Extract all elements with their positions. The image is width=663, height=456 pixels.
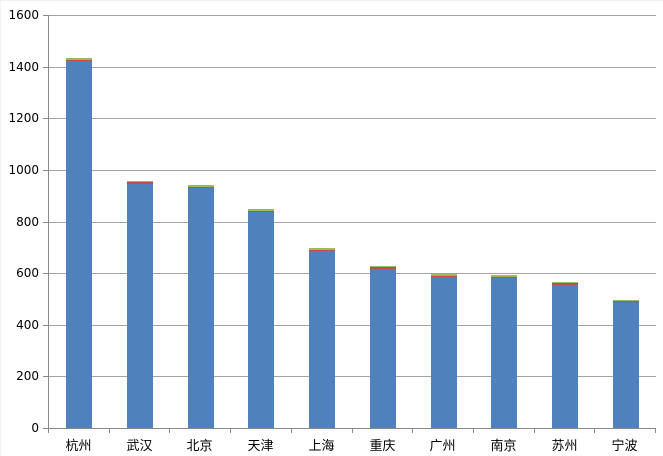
y-axis-tick-0: [43, 428, 48, 429]
y-axis-tick-600: [43, 273, 48, 275]
gridline-y-600: [49, 273, 656, 275]
bar-segment-天津-series-3-green[interactable]: [248, 209, 274, 211]
gridline-y-1000: [49, 169, 656, 171]
y-axis-tick-800: [43, 221, 48, 223]
y-tick-label-0: 0: [31, 421, 39, 435]
bar-segment-武汉-series-2-red[interactable]: [127, 182, 153, 184]
bar-segment-南京-series-1-blue[interactable]: [491, 278, 517, 428]
bar-segment-上海-series-3-green[interactable]: [309, 248, 335, 250]
bar-segment-宁波-series-2-red[interactable]: [613, 301, 639, 302]
bar-segment-北京-series-3-green[interactable]: [188, 185, 214, 187]
bar-segment-上海-series-1-blue[interactable]: [309, 251, 335, 428]
category-label-宁波: 宁波: [611, 439, 638, 454]
bar-南京[interactable]: [491, 275, 517, 428]
bar-segment-天津-series-1-blue[interactable]: [248, 212, 274, 428]
x-axis-tick-10: [655, 429, 656, 433]
bar-segment-宁波-series-1-blue[interactable]: [613, 302, 639, 428]
gridline-y-200: [49, 376, 656, 378]
plot-area: [48, 15, 656, 429]
bar-宁波[interactable]: [613, 300, 639, 428]
gridline-y-800: [49, 221, 656, 223]
x-axis-tick-1: [109, 429, 110, 433]
bar-segment-杭州-series-1-blue[interactable]: [66, 61, 92, 428]
y-tick-label-1400: 1400: [8, 59, 39, 74]
bar-segment-重庆-series-1-blue[interactable]: [370, 269, 396, 428]
bar-segment-广州-series-1-blue[interactable]: [431, 277, 457, 428]
gridline-y-1200: [49, 118, 656, 120]
y-axis-tick-400: [43, 324, 48, 326]
gridline-y-1400: [49, 66, 656, 68]
bar-segment-武汉-series-3-green[interactable]: [127, 181, 153, 182]
category-label-苏州: 苏州: [551, 439, 578, 454]
y-axis-tick-1200: [43, 118, 48, 120]
x-axis-tick-7: [473, 429, 474, 433]
y-tick-label-1200: 1200: [8, 111, 39, 126]
bar-segment-苏州-series-3-green[interactable]: [552, 282, 578, 283]
bar-segment-上海-series-2-red[interactable]: [309, 250, 335, 251]
bar-segment-南京-series-2-red[interactable]: [491, 277, 517, 278]
bar-杭州[interactable]: [66, 58, 92, 428]
y-tick-label-1600: 1600: [8, 8, 39, 22]
y-axis-tick-1400: [43, 66, 48, 68]
x-axis-tick-5: [352, 429, 353, 433]
category-label-重庆: 重庆: [369, 439, 396, 454]
bar-segment-天津-series-2-red[interactable]: [248, 211, 274, 212]
y-axis-tick-1000: [43, 169, 48, 171]
bar-segment-杭州-series-2-red[interactable]: [66, 60, 92, 61]
bar-segment-广州-series-3-green[interactable]: [431, 274, 457, 276]
category-label-南京: 南京: [490, 439, 517, 454]
bar-苏州[interactable]: [552, 282, 578, 428]
y-tick-label-200: 200: [16, 369, 39, 384]
x-axis-tick-2: [169, 429, 170, 433]
bar-武汉[interactable]: [127, 181, 153, 428]
x-axis-tick-6: [412, 429, 413, 433]
gridline-y-1600: [49, 15, 656, 16]
bar-segment-重庆-series-2-red[interactable]: [370, 267, 396, 269]
x-axis-tick-9: [594, 429, 595, 433]
gridline-y-400: [49, 324, 656, 326]
category-label-上海: 上海: [308, 439, 335, 454]
category-label-天津: 天津: [247, 439, 274, 454]
bar-segment-北京-series-1-blue[interactable]: [188, 188, 214, 428]
x-axis-tick-0: [48, 429, 49, 433]
category-label-杭州: 杭州: [65, 439, 92, 454]
bar-segment-广州-series-2-red[interactable]: [431, 276, 457, 277]
bar-segment-宁波-series-3-green[interactable]: [613, 300, 639, 301]
bar-天津[interactable]: [248, 209, 274, 428]
bar-segment-武汉-series-1-blue[interactable]: [127, 184, 153, 428]
category-label-北京: 北京: [186, 439, 213, 454]
bar-segment-北京-series-2-red[interactable]: [188, 187, 214, 188]
category-label-武汉: 武汉: [126, 439, 153, 454]
x-axis-tick-4: [291, 429, 292, 433]
bar-segment-苏州-series-1-blue[interactable]: [552, 285, 578, 428]
bar-重庆[interactable]: [370, 266, 396, 428]
y-axis-tick-1600: [43, 15, 48, 16]
y-tick-label-1000: 1000: [8, 162, 39, 177]
bar-北京[interactable]: [188, 185, 214, 428]
x-axis-tick-3: [230, 429, 231, 433]
y-tick-label-800: 800: [16, 214, 39, 229]
bar-segment-杭州-series-3-green[interactable]: [66, 58, 92, 60]
category-label-广州: 广州: [429, 439, 456, 454]
bar-上海[interactable]: [309, 248, 335, 428]
x-axis-tick-8: [534, 429, 535, 433]
y-tick-label-400: 400: [16, 317, 39, 332]
y-axis-tick-200: [43, 376, 48, 378]
bar-segment-苏州-series-2-red[interactable]: [552, 283, 578, 285]
y-tick-label-600: 600: [16, 266, 39, 281]
bar-segment-重庆-series-3-green[interactable]: [370, 266, 396, 267]
bar-广州[interactable]: [431, 274, 457, 428]
bar-segment-南京-series-3-green[interactable]: [491, 275, 517, 277]
